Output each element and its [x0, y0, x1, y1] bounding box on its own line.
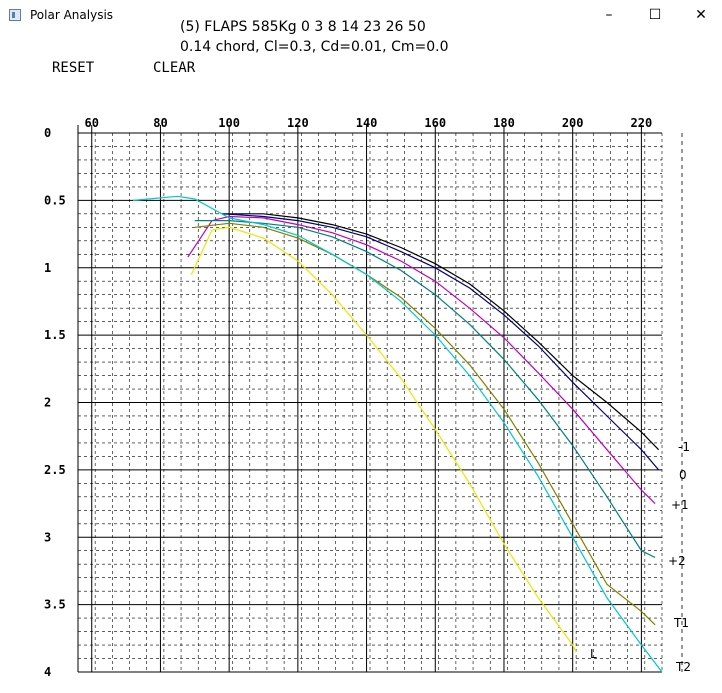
y-axis-ticks: 0 0.5 1 1.5 2 2.5 3 3.5 4: [44, 126, 66, 679]
polar-curves: [132, 195, 663, 673]
x-tick-label: 220: [631, 116, 653, 130]
polar-curve-7: [190, 226, 577, 653]
x-tick-label: 160: [424, 116, 446, 130]
y-tick-label: 0.5: [44, 193, 66, 207]
x-tick-label: 180: [493, 116, 515, 130]
close-icon[interactable]: ✕: [695, 7, 707, 23]
setting-label: 0: [679, 468, 687, 482]
chart-grid: [77, 125, 683, 673]
x-tick-label: 200: [562, 116, 584, 130]
polar-curve-5: [194, 222, 656, 626]
polar-curve-3: [187, 215, 656, 505]
window-title: Polar Analysis: [30, 8, 114, 22]
x-axis-ticks: 60 80 100 120 140 160 180 200 220: [85, 116, 653, 130]
setting-label: +2: [668, 554, 686, 568]
setting-label: L: [590, 647, 597, 661]
app-icon: [9, 9, 21, 21]
setting-label: T1: [673, 616, 689, 630]
polar-curve-1: [222, 213, 660, 451]
maximize-icon[interactable]: ☐: [648, 7, 662, 23]
polar-curve-6: [132, 195, 663, 673]
y-tick-label: 4: [44, 665, 51, 679]
y-tick-label: 0: [44, 126, 51, 140]
flap-config-label: (5) FLAPS 585Kg 0 3 8 14 23 26 50: [180, 19, 426, 35]
y-tick-label: 3.5: [44, 598, 66, 612]
setting-label: T2: [675, 660, 691, 674]
setting-labels: -1 0 +1 +2 T1 T2 L: [590, 440, 691, 674]
setting-label: +1: [671, 498, 689, 512]
x-tick-label: 80: [153, 116, 167, 130]
x-tick-label: 60: [85, 116, 99, 130]
setting-label: -1: [678, 440, 690, 454]
polar-curve-2: [222, 213, 660, 471]
reset-button[interactable]: RESET: [52, 60, 95, 76]
x-tick-label: 140: [356, 116, 378, 130]
airfoil-params-label: 0.14 chord, Cl=0.3, Cd=0.01, Cm=0.0: [180, 39, 449, 55]
clear-button[interactable]: CLEAR: [153, 60, 196, 76]
y-tick-label: 2: [44, 396, 51, 410]
window-titlebar: Polar Analysis – ☐ ✕: [0, 0, 722, 31]
polar-curve-4: [194, 220, 656, 559]
y-tick-label: 2.5: [44, 463, 66, 477]
x-tick-label: 120: [287, 116, 309, 130]
y-tick-label: 1: [44, 261, 51, 275]
y-tick-label: 3: [44, 530, 51, 544]
x-tick-label: 100: [218, 116, 240, 130]
y-tick-label: 1.5: [44, 328, 66, 342]
minimize-icon[interactable]: –: [605, 7, 613, 23]
